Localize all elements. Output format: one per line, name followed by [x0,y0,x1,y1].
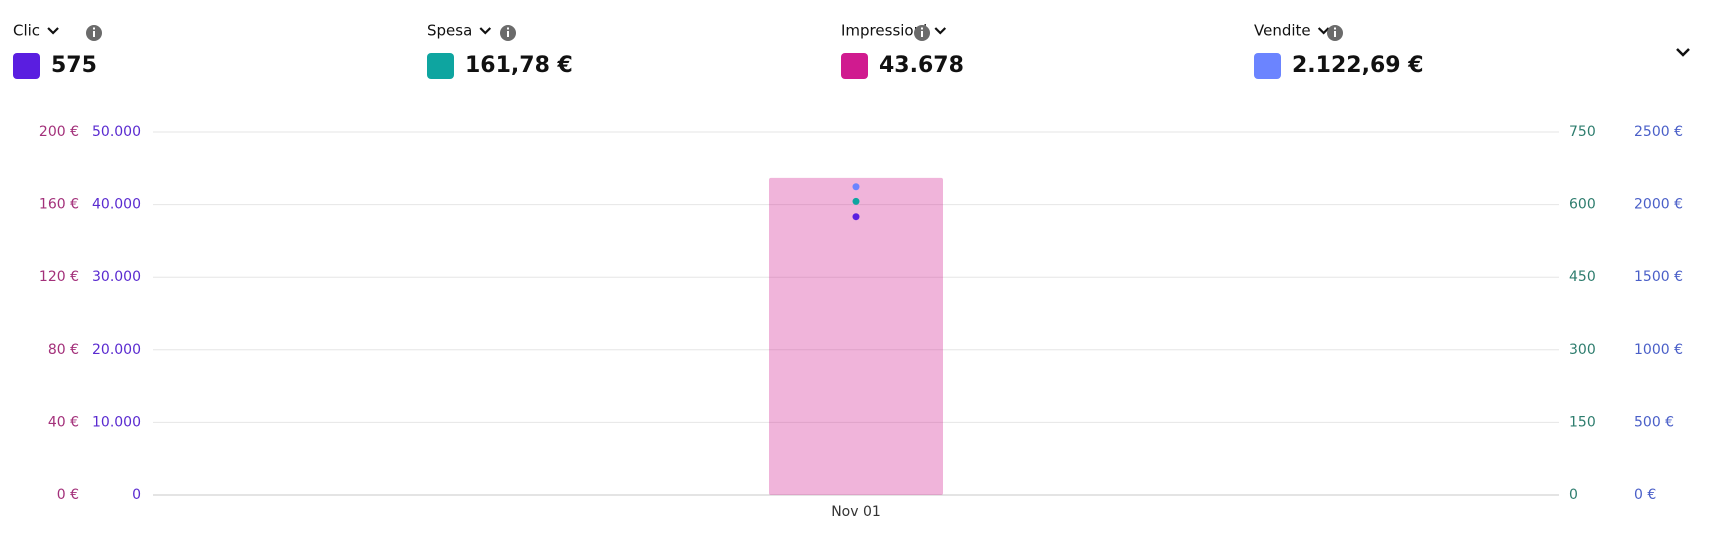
y-tick-label: 20.000 [92,342,141,358]
y-tick-label: 50.000 [92,124,141,140]
metric-name: Impressioni [841,22,927,40]
point [852,183,860,191]
info-bar [1334,31,1336,37]
metric[interactable]: Vendite 2.122,69 € [1254,22,1424,80]
info-bar [921,31,923,37]
legend-swatch[interactable] [427,53,454,79]
metric-value: 161,78 € [465,53,573,78]
y-tick-label: 30.000 [92,269,141,285]
legend-swatch[interactable] [13,53,40,79]
y-tick-label: 300 [1569,342,1596,358]
dropdown-icon[interactable] [934,27,947,35]
legend-swatch[interactable] [1254,53,1281,79]
info-dot [1334,27,1336,30]
y-tick-label: 80 € [48,342,79,358]
dropdown-icon[interactable] [479,27,492,35]
y-tick-label: 600 [1569,197,1596,213]
bar [769,177,943,496]
y-tick-label: 0 € [57,487,79,503]
y-tick-label: 10.000 [92,414,141,430]
legend-swatch[interactable] [841,53,868,79]
dropdown-icon[interactable] [1317,27,1330,35]
metric-name: Clic [13,22,40,40]
metric-name: Vendite [1254,22,1311,40]
metric-value: 2.122,69 € [1292,53,1424,78]
metric[interactable]: Spesa 161,78 € [427,22,573,80]
point [852,197,860,205]
info-dot [507,27,509,30]
y-tick-label: 500 € [1634,414,1674,430]
y-tick-label: 200 € [39,124,79,140]
metric-value: 43.678 [879,53,964,78]
y-tick-label: 2500 € [1634,124,1683,140]
y-tick-label: 750 [1569,124,1596,140]
y-tick-label: 0 [1569,487,1578,503]
dropdown-icon[interactable] [47,27,59,35]
info-dot [93,27,95,30]
info-bar [507,31,509,37]
x-tick-label: Nov 01 [831,504,881,520]
info-dot [921,27,923,30]
metric-name: Spesa [427,22,472,40]
y-tick-label: 40 € [48,414,79,430]
y-tick-label: 0 € [1634,487,1656,503]
collapse-toggle[interactable] [1676,48,1690,57]
y-tick-label: 40.000 [92,197,141,213]
y-tick-label: 1500 € [1634,269,1683,285]
metric[interactable]: Clic 575 [13,22,102,80]
y-tick-label: 0 [132,487,141,503]
point [852,213,860,221]
y-tick-label: 150 [1569,414,1596,430]
y-tick-label: 2000 € [1634,197,1683,213]
metric-value: 575 [51,53,97,78]
metric[interactable]: Impressioni 43.678 [841,22,964,80]
y-tick-label: 1000 € [1634,342,1683,358]
info-bar [93,31,95,37]
y-tick-label: 120 € [39,269,79,285]
y-tick-label: 160 € [39,197,79,213]
y-tick-label: 450 [1569,269,1596,285]
